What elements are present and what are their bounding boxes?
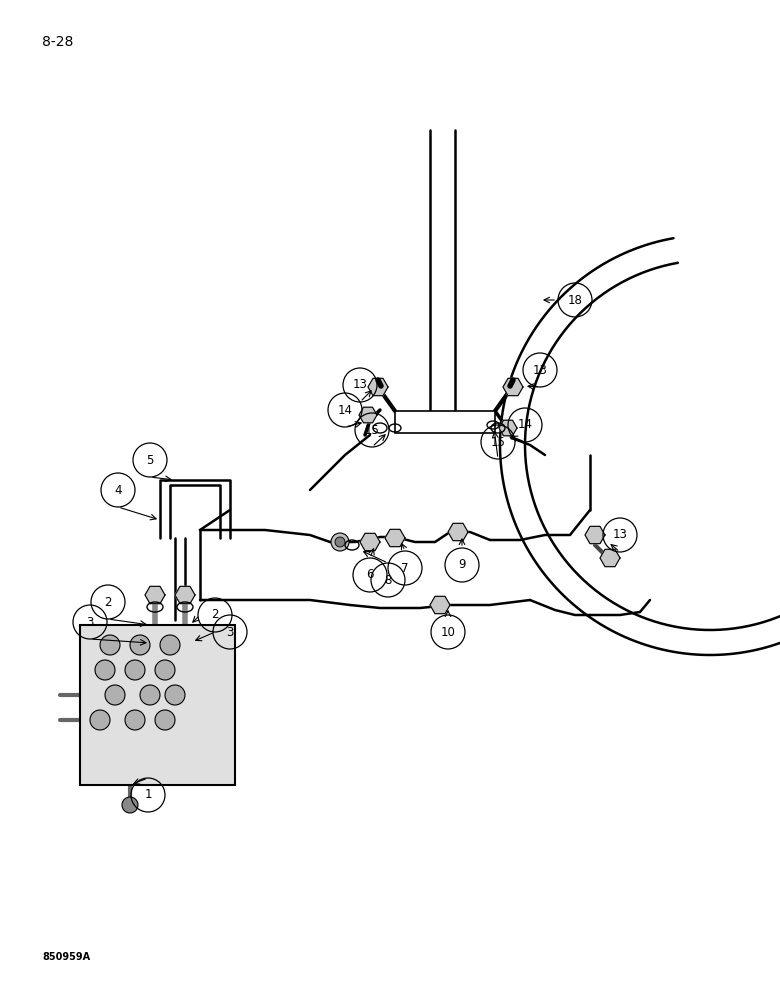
Polygon shape <box>385 529 405 547</box>
Text: 15: 15 <box>491 436 505 448</box>
Polygon shape <box>448 523 468 541</box>
Circle shape <box>122 797 138 813</box>
Circle shape <box>155 660 175 680</box>
Polygon shape <box>600 549 620 567</box>
Circle shape <box>331 533 349 551</box>
Text: 14: 14 <box>517 418 533 432</box>
Circle shape <box>335 537 345 547</box>
Bar <box>395 411 495 433</box>
Bar <box>80 625 235 785</box>
Circle shape <box>165 685 185 705</box>
Text: 13: 13 <box>353 378 367 391</box>
Text: 18: 18 <box>568 294 583 306</box>
Polygon shape <box>175 586 195 604</box>
Polygon shape <box>503 378 523 396</box>
Polygon shape <box>499 420 517 436</box>
Circle shape <box>105 685 125 705</box>
Polygon shape <box>585 526 605 544</box>
Text: 3: 3 <box>87 615 94 629</box>
Text: 10: 10 <box>441 626 456 639</box>
Circle shape <box>160 635 180 655</box>
Circle shape <box>155 710 175 730</box>
Text: 5: 5 <box>147 454 154 466</box>
Polygon shape <box>368 378 388 396</box>
Text: 850959A: 850959A <box>42 952 90 962</box>
Polygon shape <box>430 596 450 614</box>
Text: 8-28: 8-28 <box>42 35 73 49</box>
Text: 13: 13 <box>533 363 548 376</box>
Text: 1: 1 <box>144 788 152 802</box>
Circle shape <box>130 635 150 655</box>
Circle shape <box>100 635 120 655</box>
Text: 7: 7 <box>401 562 409 574</box>
Circle shape <box>125 710 145 730</box>
Circle shape <box>95 660 115 680</box>
Text: 9: 9 <box>459 558 466 572</box>
Text: 15: 15 <box>364 424 379 436</box>
Text: 4: 4 <box>114 484 122 496</box>
Polygon shape <box>360 533 380 551</box>
Text: 13: 13 <box>612 528 627 542</box>
Text: 3: 3 <box>226 626 234 639</box>
Text: 6: 6 <box>367 568 374 582</box>
Text: 2: 2 <box>105 595 112 608</box>
Text: 14: 14 <box>338 403 353 416</box>
Text: 8: 8 <box>385 574 392 586</box>
Circle shape <box>140 685 160 705</box>
Polygon shape <box>145 586 165 604</box>
Circle shape <box>90 710 110 730</box>
Circle shape <box>125 660 145 680</box>
Polygon shape <box>359 407 377 423</box>
Text: 2: 2 <box>211 608 218 621</box>
